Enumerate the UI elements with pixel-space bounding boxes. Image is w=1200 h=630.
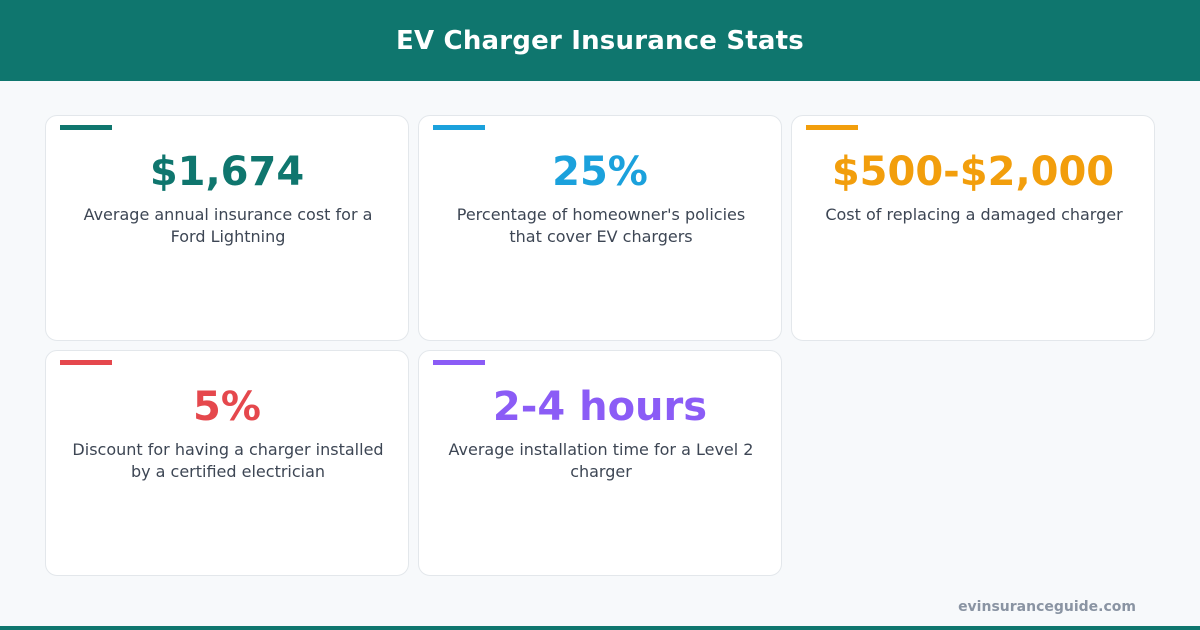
stat-description: Percentage of homeowner's policies that … — [456, 205, 746, 246]
stat-description: Average annual insurance cost for a Ford… — [83, 205, 373, 246]
stat-card-replacement-cost: $500-$2,000 Cost of replacing a damaged … — [791, 115, 1155, 341]
stat-description: Discount for having a charger installed … — [72, 440, 384, 481]
page-title: EV Charger Insurance Stats — [396, 25, 804, 56]
accent-bar — [433, 360, 485, 365]
stat-card-installer-discount: 5% Discount for having a charger install… — [45, 350, 409, 576]
stat-card-installation-time: 2-4 hours Average installation time for … — [418, 350, 782, 576]
stat-value: 2-4 hours — [492, 384, 708, 430]
accent-bar — [60, 125, 112, 130]
footer-website: evinsuranceguide.com — [958, 599, 1136, 615]
header-banner: EV Charger Insurance Stats — [0, 0, 1200, 81]
stat-description: Cost of replacing a damaged charger — [825, 205, 1123, 224]
bottom-accent-bar — [0, 626, 1200, 630]
stat-value: 5% — [193, 384, 261, 430]
accent-bar — [806, 125, 858, 130]
stat-value: 25% — [552, 149, 648, 195]
stat-value: $500-$2,000 — [831, 149, 1115, 195]
accent-bar — [60, 360, 112, 365]
stat-card-policy-coverage: 25% Percentage of homeowner's policies t… — [418, 115, 782, 341]
stat-description: Average installation time for a Level 2 … — [448, 440, 754, 481]
accent-bar — [433, 125, 485, 130]
stat-value: $1,674 — [149, 149, 305, 195]
stat-card-annual-cost: $1,674 Average annual insurance cost for… — [45, 115, 409, 341]
